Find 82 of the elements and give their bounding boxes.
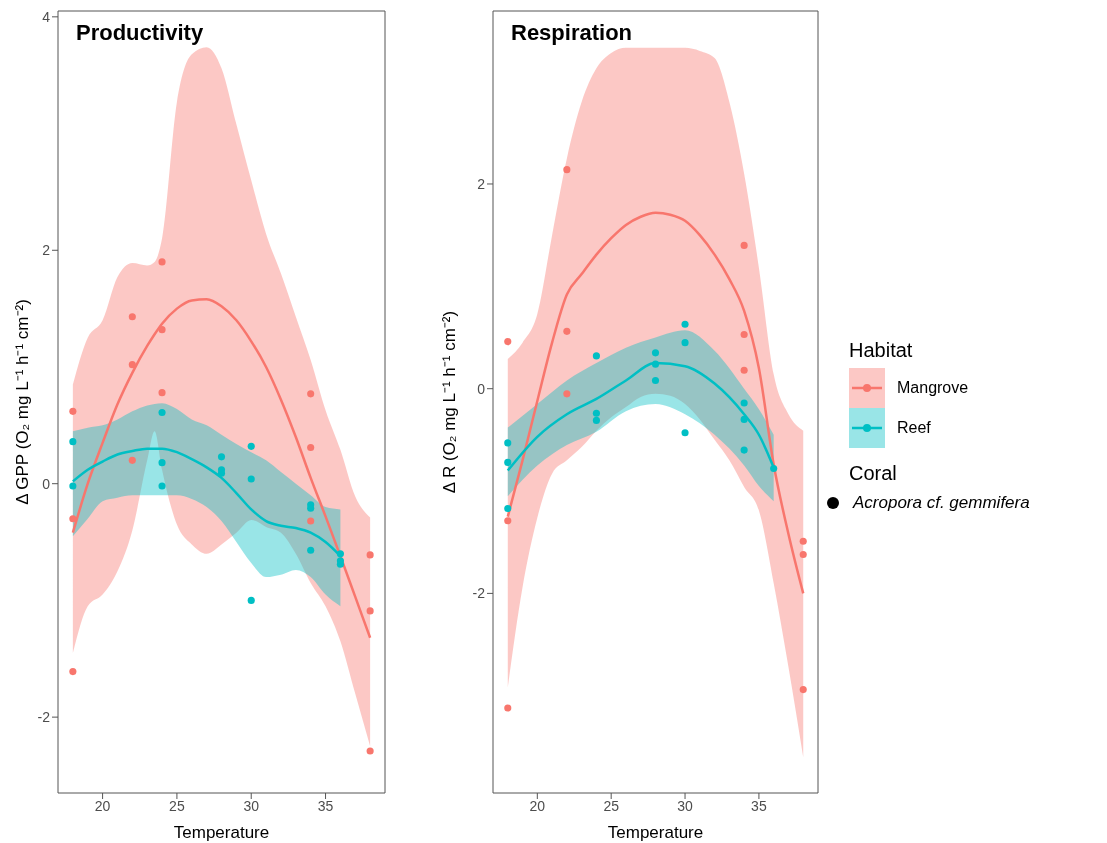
point: [307, 517, 315, 525]
point: [563, 166, 571, 174]
chart-title: Productivity: [76, 20, 204, 46]
point: [740, 399, 748, 407]
point: [366, 607, 374, 615]
y-axis-title: Δ GPP (O₂ mg L⁻¹ h⁻¹ cm⁻²): [12, 299, 32, 505]
point: [69, 407, 77, 415]
x-axis-title: Temperature: [173, 823, 270, 842]
point: [366, 747, 374, 755]
point: [681, 429, 689, 437]
x-tick-label: 30: [243, 797, 260, 814]
point: [651, 376, 660, 385]
y-tick-label: 0: [42, 475, 51, 492]
y-tick-label: 2: [42, 242, 51, 259]
x-tick-label: 20: [529, 797, 546, 814]
point: [158, 459, 166, 467]
point: [128, 313, 136, 321]
text: Acropora cf. gemmifera: [853, 492, 1030, 513]
legend-label: Mangrove: [897, 378, 969, 397]
point: [336, 550, 344, 558]
point: [740, 330, 748, 339]
point: [592, 416, 600, 424]
x-axis-title: Temperature: [607, 823, 704, 842]
point: [158, 258, 166, 266]
point: [799, 537, 807, 545]
point: [681, 339, 689, 347]
point: [158, 326, 166, 334]
point: [69, 668, 77, 676]
point: [504, 338, 512, 346]
point: [366, 551, 374, 559]
point: [158, 389, 166, 397]
x-tick-label: 35: [751, 797, 767, 814]
point: [651, 360, 660, 368]
line-series: [71, 298, 372, 640]
point: [128, 361, 136, 369]
point: [799, 686, 807, 694]
x-tick-label: 25: [603, 797, 620, 814]
legend-title: Habitat: [849, 338, 914, 362]
x-tick-label: 30: [677, 797, 694, 814]
point: [504, 504, 512, 513]
point: [128, 456, 136, 464]
text: Coral: [849, 461, 898, 485]
point: [504, 704, 512, 712]
point: [504, 439, 512, 447]
point: [158, 408, 166, 417]
point: [740, 415, 748, 423]
point: [563, 390, 571, 398]
point: [563, 327, 571, 335]
line-series: [506, 211, 805, 595]
point: [307, 546, 315, 554]
point: [592, 409, 600, 417]
y-tick-label: 0: [477, 380, 486, 397]
point: [158, 482, 166, 490]
point: [504, 458, 512, 466]
point: [799, 550, 807, 559]
point: [247, 442, 255, 450]
y-tick-label: -2: [472, 585, 486, 602]
chart-title: Respiration: [511, 20, 633, 46]
y-axis-title: Δ R (O₂ mg L⁻¹ h⁻¹ cm⁻²): [439, 310, 459, 494]
point: [740, 241, 748, 249]
point: [651, 349, 660, 357]
y-tick-label: 2: [477, 175, 486, 192]
point: [740, 446, 748, 454]
point: [69, 515, 77, 523]
point: [69, 482, 77, 490]
point: [681, 320, 689, 328]
point: [247, 596, 255, 604]
x-tick-label: 35: [317, 797, 334, 814]
legend-label: Reef: [897, 418, 931, 437]
x-tick-label: 25: [169, 797, 185, 814]
point: [770, 464, 778, 473]
point: [247, 475, 255, 483]
point: [307, 390, 315, 398]
point: [69, 438, 77, 446]
x-tick-label: 20: [94, 797, 111, 814]
point: [217, 453, 226, 461]
y-tick-label: 4: [42, 8, 51, 25]
y-tick-label: -2: [37, 709, 51, 726]
point: [592, 352, 600, 360]
point: [504, 517, 512, 525]
point: [307, 443, 315, 452]
point: [740, 366, 748, 374]
